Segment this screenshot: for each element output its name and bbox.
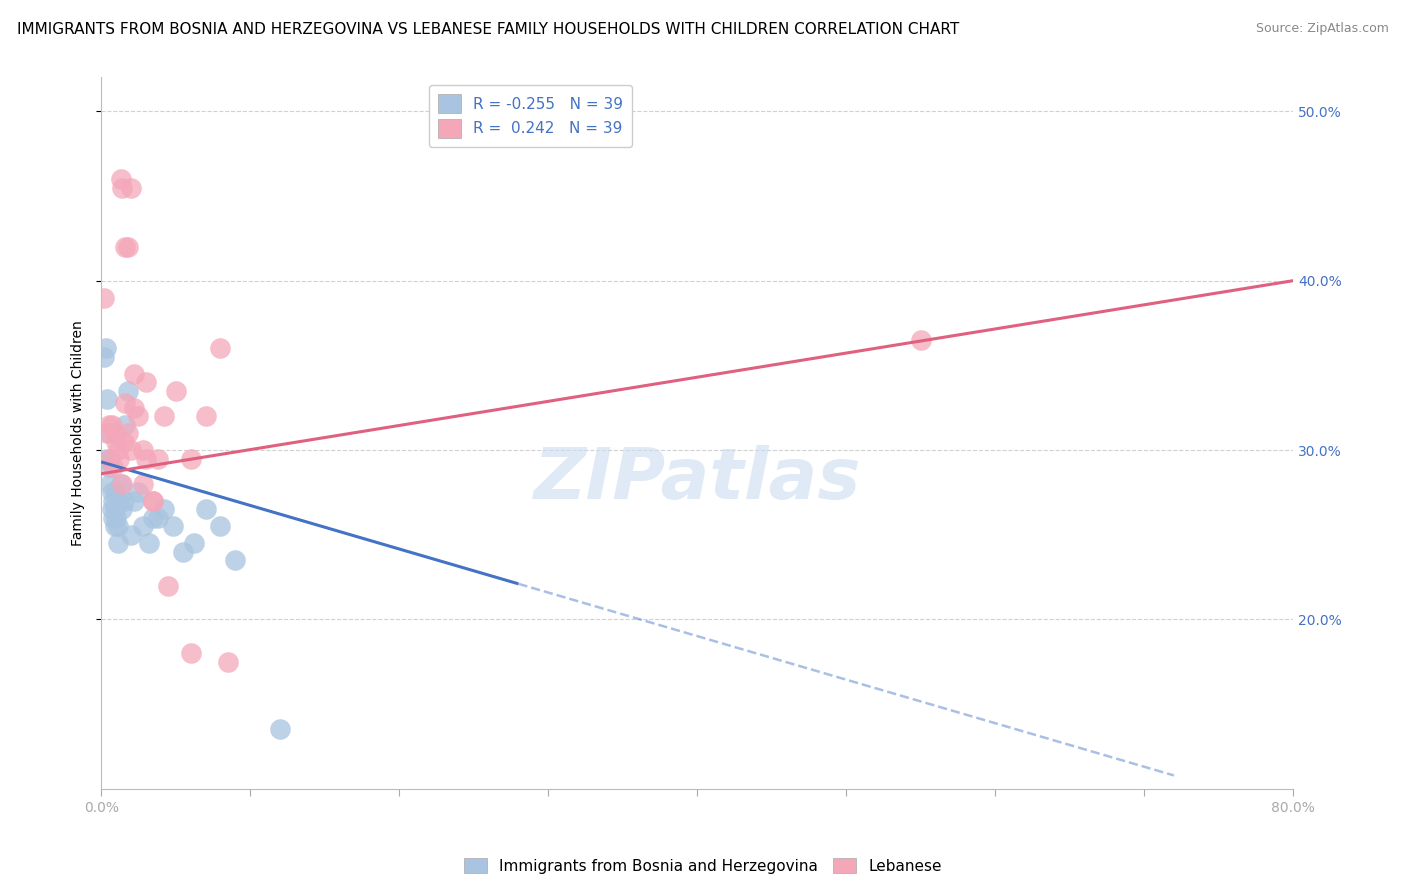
Point <box>132 443 155 458</box>
Point <box>107 536 129 550</box>
Point <box>142 510 165 524</box>
Point <box>142 493 165 508</box>
Point <box>107 519 129 533</box>
Point <box>172 544 194 558</box>
Point <box>117 426 139 441</box>
Point <box>98 476 121 491</box>
Point <box>127 485 149 500</box>
Point <box>114 417 136 432</box>
Point <box>209 519 232 533</box>
Point <box>94 342 117 356</box>
Point <box>138 536 160 550</box>
Point <box>209 342 232 356</box>
Point <box>135 376 157 390</box>
Point <box>132 476 155 491</box>
Point <box>98 451 121 466</box>
Point <box>111 180 134 194</box>
Point <box>269 723 291 737</box>
Point <box>111 502 134 516</box>
Point <box>100 417 122 432</box>
Point <box>120 527 142 541</box>
Legend: Immigrants from Bosnia and Herzegovina, Lebanese: Immigrants from Bosnia and Herzegovina, … <box>458 852 948 880</box>
Point <box>96 426 118 441</box>
Point <box>122 401 145 415</box>
Point <box>100 502 122 516</box>
Point <box>194 409 217 424</box>
Point <box>194 502 217 516</box>
Point <box>117 240 139 254</box>
Point <box>132 519 155 533</box>
Point <box>114 240 136 254</box>
Point <box>111 476 134 491</box>
Point <box>105 434 128 449</box>
Point <box>146 451 169 466</box>
Point <box>146 510 169 524</box>
Text: ZIPatlas: ZIPatlas <box>533 445 860 514</box>
Point <box>117 384 139 398</box>
Point <box>98 451 121 466</box>
Point <box>165 384 187 398</box>
Point <box>180 646 202 660</box>
Point <box>180 451 202 466</box>
Point <box>96 392 118 407</box>
Point <box>162 519 184 533</box>
Legend: R = -0.255   N = 39, R =  0.242   N = 39: R = -0.255 N = 39, R = 0.242 N = 39 <box>429 85 633 147</box>
Point <box>112 493 135 508</box>
Point <box>105 485 128 500</box>
Point <box>910 333 932 347</box>
Point <box>108 451 131 466</box>
Text: IMMIGRANTS FROM BOSNIA AND HERZEGOVINA VS LEBANESE FAMILY HOUSEHOLDS WITH CHILDR: IMMIGRANTS FROM BOSNIA AND HERZEGOVINA V… <box>17 22 959 37</box>
Point <box>110 172 132 186</box>
Point <box>97 417 120 432</box>
Point <box>104 502 127 516</box>
Point <box>152 409 174 424</box>
Y-axis label: Family Households with Children: Family Households with Children <box>72 320 86 546</box>
Point <box>97 460 120 475</box>
Point <box>97 426 120 441</box>
Text: Source: ZipAtlas.com: Source: ZipAtlas.com <box>1256 22 1389 36</box>
Point <box>104 519 127 533</box>
Point <box>93 291 115 305</box>
Point <box>122 493 145 508</box>
Point <box>112 434 135 449</box>
Point <box>142 493 165 508</box>
Point <box>224 553 246 567</box>
Point <box>105 510 128 524</box>
Point <box>114 395 136 409</box>
Point <box>152 502 174 516</box>
Point <box>110 476 132 491</box>
Point <box>107 443 129 458</box>
Point <box>101 493 124 508</box>
Point <box>104 426 127 441</box>
Point <box>183 536 205 550</box>
Point <box>101 460 124 475</box>
Point <box>100 485 122 500</box>
Point <box>122 367 145 381</box>
Point <box>96 451 118 466</box>
Point <box>127 409 149 424</box>
Point <box>120 180 142 194</box>
Point <box>108 493 131 508</box>
Point <box>217 655 239 669</box>
Point <box>135 451 157 466</box>
Point <box>120 443 142 458</box>
Point <box>157 578 180 592</box>
Point <box>93 350 115 364</box>
Point <box>101 510 124 524</box>
